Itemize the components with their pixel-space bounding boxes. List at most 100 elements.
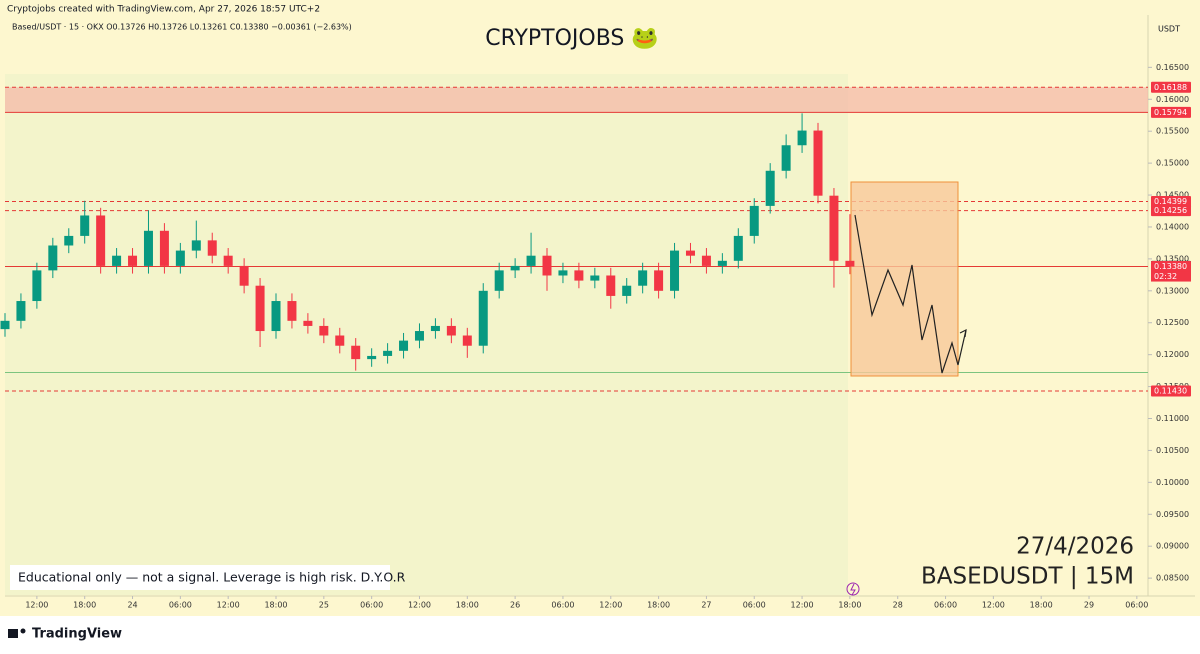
header: Cryptojobs created with TradingView.com,… bbox=[7, 5, 320, 15]
price-label-box bbox=[1151, 385, 1191, 397]
x-tick-label: 18:00 bbox=[838, 601, 861, 610]
x-tick-label: 12:00 bbox=[25, 601, 48, 610]
countdown-box bbox=[1151, 271, 1191, 282]
x-tick-label: 18:00 bbox=[264, 601, 287, 610]
candle-body bbox=[239, 265, 249, 286]
candle-body bbox=[606, 275, 616, 296]
footer-logo: TradingView bbox=[32, 627, 122, 642]
candle-body bbox=[80, 215, 90, 236]
candle-body bbox=[829, 195, 839, 261]
candle-body bbox=[96, 215, 106, 266]
price-label: 0.16188 bbox=[1154, 83, 1187, 92]
candle-body bbox=[430, 325, 440, 332]
x-tick-label: 06:00 bbox=[934, 601, 957, 610]
candle-body bbox=[303, 320, 313, 326]
candle-body bbox=[685, 250, 695, 256]
y-tick-label: 0.11000 bbox=[1156, 414, 1189, 423]
grid bbox=[36, 66, 1152, 599]
candle-body bbox=[574, 270, 584, 281]
price-label-box bbox=[1151, 106, 1191, 118]
candle-body bbox=[845, 260, 855, 267]
candle-body bbox=[271, 301, 281, 332]
candle-body bbox=[462, 335, 472, 346]
candle-body bbox=[112, 255, 122, 266]
price-label: 0.14399 bbox=[1154, 197, 1187, 206]
x-tick-label: 06:00 bbox=[551, 601, 574, 610]
zone bbox=[5, 87, 1148, 113]
candle-body bbox=[335, 335, 345, 346]
price-label: 0.13380 bbox=[1154, 262, 1187, 271]
y-tick-label: 0.10000 bbox=[1156, 478, 1189, 487]
y-tick-label: 0.12000 bbox=[1156, 350, 1189, 359]
y-tick-label: 0.09000 bbox=[1156, 542, 1189, 551]
history-region bbox=[5, 74, 848, 595]
y-tick-label: 0.15500 bbox=[1156, 127, 1189, 136]
price-label-box bbox=[1151, 195, 1191, 207]
candle-body bbox=[765, 170, 775, 206]
price-label: 0.15794 bbox=[1154, 108, 1187, 117]
price-label-box bbox=[1151, 261, 1191, 273]
y-tick-label: 0.10500 bbox=[1156, 446, 1189, 455]
symbol-line: Based/USDT · 15 · OKX O0.13726 H0.13726 … bbox=[12, 23, 352, 32]
x-tick-label: 18:00 bbox=[456, 601, 479, 610]
candle-body bbox=[590, 275, 600, 281]
y-tick-label: 0.08500 bbox=[1156, 574, 1189, 583]
x-tick-label: 12:00 bbox=[599, 601, 622, 610]
y-tick-label: 0.13500 bbox=[1156, 254, 1189, 263]
candles bbox=[0, 113, 855, 371]
candle-body bbox=[813, 130, 823, 196]
logo-mark bbox=[8, 629, 18, 638]
candle-body bbox=[654, 270, 664, 291]
candle-body bbox=[207, 240, 217, 256]
price-label: 0.14256 bbox=[1154, 206, 1187, 215]
candle-body bbox=[191, 240, 201, 251]
x-tick-label: 18:00 bbox=[1030, 601, 1053, 610]
logo-dot bbox=[20, 628, 26, 634]
x-tick-label: 26 bbox=[510, 601, 520, 610]
axes: 0.08500 0.09000 0.09500 0.10000 0.10500 0.110… bbox=[25, 63, 1191, 610]
candle-body bbox=[128, 255, 138, 266]
x-tick-label: 06:00 bbox=[1125, 601, 1148, 610]
symbol-text: BASEDUSDT | 15M bbox=[921, 564, 1134, 590]
candle-body bbox=[143, 230, 153, 266]
x-tick-label: 18:00 bbox=[73, 601, 96, 610]
x-tick-label: 29 bbox=[1084, 601, 1094, 610]
candle-body bbox=[558, 270, 568, 276]
alert-icon-bolt bbox=[850, 583, 856, 596]
projection-box bbox=[850, 181, 959, 377]
zones bbox=[5, 86, 1148, 392]
y-tick-label: 0.15000 bbox=[1156, 159, 1189, 168]
note: Educational only — not a signal. Leverag… bbox=[18, 570, 406, 585]
x-tick-label: 12:00 bbox=[408, 601, 431, 610]
price-label-box bbox=[1151, 81, 1191, 93]
candle-body bbox=[319, 325, 329, 336]
candle-body bbox=[255, 285, 265, 332]
x-tick-label: 06:00 bbox=[743, 601, 766, 610]
projection-arrow bbox=[959, 328, 967, 338]
candle-body bbox=[494, 270, 504, 291]
candle-body bbox=[64, 235, 74, 246]
y-tick-label: 0.16500 bbox=[1156, 63, 1189, 72]
y-tick-label: 0.09500 bbox=[1156, 510, 1189, 519]
candle-body bbox=[526, 255, 536, 266]
projection-path bbox=[854, 214, 967, 374]
x-tick-label: 25 bbox=[319, 601, 329, 610]
x-tick-label: 18:00 bbox=[647, 601, 670, 610]
candle-body bbox=[717, 260, 727, 266]
chart-title: CRYPTOJOBS 🐸 bbox=[485, 26, 659, 51]
x-tick-label: 06:00 bbox=[169, 601, 192, 610]
x-tick-label: 27 bbox=[701, 601, 711, 610]
y-tick-label: 0.14000 bbox=[1156, 222, 1189, 231]
alert-icon[interactable] bbox=[846, 582, 860, 596]
candle-body bbox=[383, 350, 393, 356]
candle-body bbox=[478, 290, 488, 346]
candle-body bbox=[622, 285, 632, 296]
note-box bbox=[10, 565, 390, 590]
candle-body bbox=[223, 255, 233, 266]
candle-body bbox=[749, 205, 759, 236]
price-label: 0.11430 bbox=[1154, 387, 1187, 396]
candle-body bbox=[797, 130, 807, 146]
candle-body bbox=[351, 345, 361, 360]
candle-body bbox=[32, 270, 42, 302]
